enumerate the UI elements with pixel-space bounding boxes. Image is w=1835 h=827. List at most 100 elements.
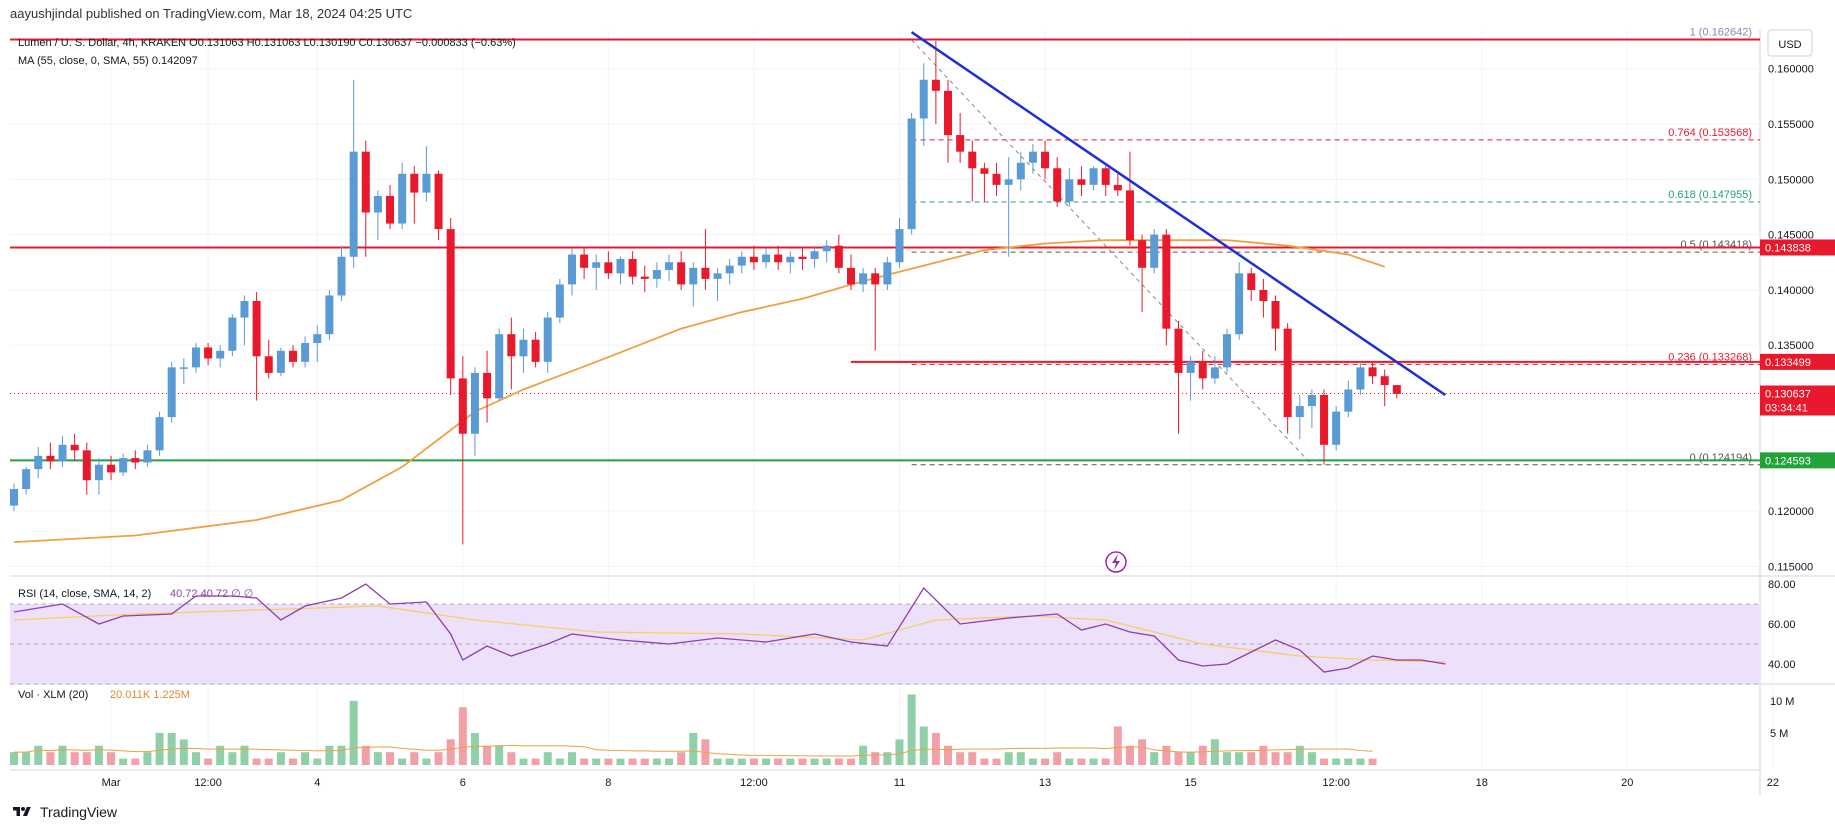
volume-bar [155,732,164,765]
candle [1004,179,1013,185]
candle [1210,367,1219,379]
volume-bar [555,758,564,765]
volume-bar [179,739,188,765]
x-tick-label: 20 [1621,777,1633,789]
candle [313,334,322,344]
candle [1125,190,1134,241]
volume-bar [616,758,625,765]
x-tick-label: Mar [102,777,121,789]
x-tick-label: 6 [460,777,466,789]
candle [931,79,940,91]
candle [46,455,55,462]
rsi-values: 40.72 40.72 ∅ ∅ [170,588,253,600]
candle [992,173,1001,185]
candle [495,334,504,399]
volume-bar [119,758,128,765]
candle [191,347,200,368]
volume-bar [483,745,492,765]
candle [361,151,370,213]
candle [276,350,285,373]
volume-bar [725,758,734,765]
candle [107,464,116,473]
candle [325,295,334,335]
candle [386,195,395,224]
candle [1016,162,1025,180]
volume-bar [1041,758,1050,765]
candle [980,168,989,174]
price-level-tag [1760,385,1835,416]
candle [567,254,576,285]
branding[interactable]: TradingView [10,804,117,820]
volume-bar [1356,758,1365,765]
candle [543,317,552,362]
volume-bar [1053,752,1062,765]
candle [204,347,213,359]
volume-bar [398,758,407,765]
candle [749,256,758,263]
price-tick-label: 0.155000 [1768,119,1814,131]
candle [228,317,237,351]
candle [883,262,892,285]
volume-bar [944,745,953,765]
candle [34,455,43,470]
volume-values: 20.011K 1.225M [110,689,190,701]
volume-bar [1101,758,1110,765]
volume-bar [495,745,504,765]
candle [798,256,807,259]
candle [119,458,128,473]
candle [1283,328,1292,418]
candle [458,378,467,434]
symbol-line: Lumen / U. S. Dollar, 4h, KRAKEN O0.1310… [18,37,516,49]
x-tick-label: 13 [1039,777,1051,789]
volume-bar [1368,758,1377,765]
candle [1077,179,1086,185]
volume-bar [458,707,467,765]
volume-bar [1077,758,1086,765]
price-chart[interactable]: 1 (0.162642) 0.764 (0.153568) 0.618 (0.147… [0,0,1835,800]
volume-bar [216,745,225,765]
candle [1053,168,1062,202]
volume-bar [1332,758,1341,765]
rsi-tick-label: 40.00 [1768,659,1796,671]
volume-bar [665,758,674,765]
candle [398,173,407,224]
volume-bar [46,752,55,765]
candle [1307,395,1316,407]
fib-level-label: 0.5 (0.143418) [1680,239,1752,251]
volume-bar [519,758,528,765]
volume-bar [1271,752,1280,765]
volume-bar [1113,726,1122,765]
volume-bar [252,758,261,765]
x-tick-label: 18 [1476,777,1488,789]
currency-button[interactable] [1767,29,1813,57]
volume-bar [58,745,67,765]
volume-bar [543,752,552,765]
volume-bar [349,700,358,765]
candle [131,458,140,463]
candle [349,151,358,257]
ma-line [13,239,1385,544]
candle [264,356,273,373]
candle [713,273,722,279]
volume-bar [1295,745,1304,765]
candle [1392,385,1401,394]
volume-bar [1174,752,1183,765]
candle [1138,240,1147,268]
volume-bar [810,758,819,765]
volume-bar [313,758,322,765]
flash-icon[interactable] [1105,551,1127,573]
volume-bar [10,752,18,765]
price-level-tag [1760,353,1835,370]
candle [143,450,152,463]
candle [58,444,67,462]
price-tick-label: 0.140000 [1768,285,1814,297]
candle [895,229,904,263]
volume-bar [70,752,79,765]
volume-bar [677,752,686,765]
volume-bar [580,758,589,765]
x-tick-label: 12:00 [1322,777,1350,789]
volume-bar [919,726,928,765]
volume-bar [204,758,213,765]
candle [834,245,843,268]
candle [907,118,916,230]
